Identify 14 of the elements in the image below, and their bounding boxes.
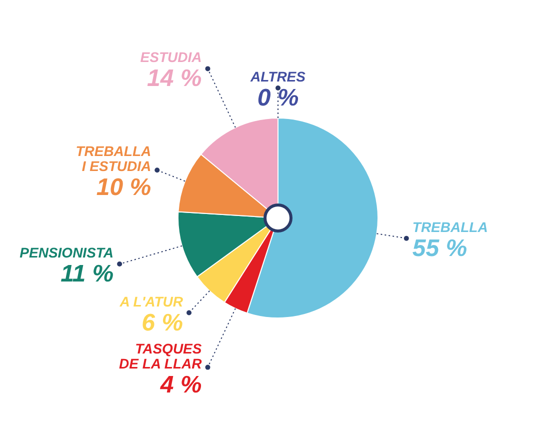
data-label: 10 % — [96, 174, 152, 202]
slice-label: ESTUDIA — [140, 49, 202, 66]
slice-label: A L'ATUR — [118, 293, 184, 310]
data-label: 6 % — [142, 309, 184, 336]
data-label: 55 % — [412, 234, 468, 262]
data-label: 4 % — [159, 371, 202, 398]
text: 0 % — [257, 84, 299, 112]
slice-label: TASQUES DE LA LLAR — [119, 340, 203, 372]
slice-label: TREBALLA — [412, 218, 488, 235]
data-label: 11 % — [60, 260, 114, 288]
slice-label: TREBALLA I ESTUDIA — [76, 143, 152, 174]
category-label: ALTRES — [250, 68, 306, 84]
slice-label: PENSIONISTA — [20, 244, 114, 261]
data-label: 14 % — [147, 65, 202, 92]
